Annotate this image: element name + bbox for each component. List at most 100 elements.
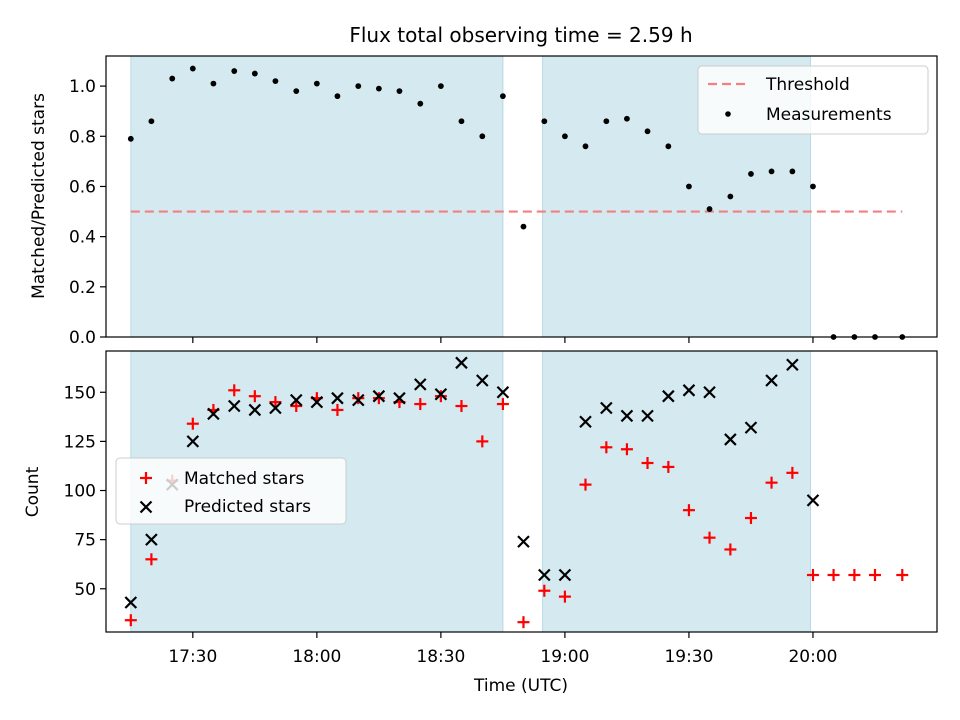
bottom-panel-frame	[105, 350, 938, 633]
measurement-point	[189, 65, 196, 72]
top-panel: 0.0 0.2 0.4 0.6 0.8 1.0 Matched/Predicted sta…	[29, 55, 938, 348]
x-tick-label: 18:00	[292, 647, 341, 667]
predicted-star-point	[558, 568, 572, 582]
predicted-star-point	[289, 393, 303, 407]
measurement-point	[458, 118, 465, 125]
predicted-star-point	[579, 415, 592, 429]
predicted-star-point	[496, 385, 510, 399]
measurement-point	[334, 93, 341, 100]
measurement-point	[499, 93, 506, 100]
predicted-star-point	[744, 421, 758, 434]
matched-star-point	[414, 398, 427, 411]
predicted-star-point	[517, 535, 530, 548]
measurement-point	[313, 80, 320, 87]
predicted-star-point	[331, 391, 344, 405]
top-observing-windows	[130, 55, 811, 338]
top-y-axis: 0.0 0.2 0.4 0.6 0.8 1.0	[69, 77, 106, 348]
x-axis-title: Time (UTC)	[473, 676, 568, 696]
predicted-star-point	[786, 358, 799, 372]
threshold-legend-label: Threshold	[765, 75, 850, 95]
y-tick-label: 75	[74, 531, 96, 551]
matched-star-point	[290, 400, 303, 413]
matched-star-point	[538, 584, 551, 597]
matched-star-point	[827, 569, 840, 582]
measurement-point	[520, 223, 527, 230]
matched-star-point	[372, 392, 385, 405]
predicted-stars-legend-swatch	[139, 500, 153, 514]
x-tick-label: 20:00	[788, 647, 837, 667]
bottom-y-axis: 50 75 100 125 150	[64, 383, 106, 600]
matched-star-point	[331, 403, 344, 416]
matched-stars-marker	[140, 472, 152, 484]
predicted-stars-legend-label: Predicted stars	[184, 497, 311, 517]
bottom-y-axis-title: Count	[23, 466, 43, 517]
measurement-point	[293, 88, 300, 95]
matched-star-point	[641, 457, 654, 470]
measurement-point	[562, 133, 568, 140]
predicted-star-point	[414, 378, 427, 391]
measurement-point	[768, 168, 775, 175]
x-tick-label: 19:00	[540, 647, 589, 667]
measurement-point	[665, 143, 672, 150]
measurement-point	[644, 128, 651, 135]
measurement-point	[355, 83, 362, 90]
matched-stars-legend-swatch	[140, 472, 152, 484]
predicted-star-point	[538, 568, 551, 582]
y-tick-label: 100	[64, 482, 96, 502]
bottom-panel: 50 75 100 125 150 17:30 18:00 18:30 19:00 19:30 2…	[23, 350, 938, 696]
predicted-star-point	[682, 384, 696, 397]
matched-star-point	[434, 390, 447, 403]
observing-window	[130, 55, 504, 338]
measurement-point	[706, 206, 713, 212]
matched-star-point	[896, 569, 909, 582]
measurement-point	[686, 183, 692, 190]
matched-star-point	[724, 543, 737, 556]
x-axis: 17:30 18:00 18:30 19:00 19:30 20:00	[168, 632, 837, 667]
measurement-points	[127, 65, 906, 340]
measurement-point	[272, 78, 279, 84]
predicted-star-point	[393, 391, 406, 405]
matched-star-point	[786, 466, 799, 479]
y-tick-label: 0.2	[69, 278, 96, 298]
measurement-point	[231, 68, 238, 74]
measurement-point	[603, 118, 610, 125]
predicted-star-point	[806, 494, 820, 507]
matched-star-point	[744, 512, 757, 525]
predicted-star-point	[124, 596, 138, 609]
matched-star-point	[662, 460, 675, 473]
measurements-legend-label: Measurements	[766, 105, 892, 125]
matched-star-point	[703, 531, 716, 544]
matched-star-point	[868, 569, 881, 582]
matched-star-point	[455, 400, 468, 413]
x-tick-label: 18:30	[416, 647, 465, 667]
y-tick-label: 125	[64, 432, 96, 452]
y-tick-label: 150	[64, 383, 96, 403]
top-x-axis-ticks	[192, 337, 814, 343]
top-panel-frame	[105, 55, 938, 338]
matched-star-point	[248, 390, 261, 403]
matched-star-point	[228, 384, 241, 397]
measurement-point	[789, 168, 796, 175]
measurement-point	[210, 80, 217, 87]
predicted-star-point	[227, 399, 241, 413]
y-tick-label: 0.4	[69, 228, 96, 248]
measurement-point	[582, 143, 589, 150]
x-tick-label: 19:30	[664, 647, 713, 667]
predicted-star-point	[269, 401, 282, 415]
predicted-star-point	[310, 395, 324, 409]
predicted-star-point	[620, 409, 634, 423]
matched-star-point	[186, 417, 199, 430]
predicted-star-point	[724, 433, 737, 446]
star-count-points	[124, 356, 909, 629]
matched-star-point	[496, 398, 509, 411]
predicted-star-point	[372, 389, 386, 403]
measurement-point	[375, 85, 382, 92]
matched-star-point	[476, 435, 489, 448]
measurement-point	[479, 133, 486, 140]
predicted-star-point	[600, 401, 613, 415]
matched-star-point	[765, 476, 778, 489]
matched-star-point	[124, 614, 137, 627]
matched-stars-legend-label: Matched stars	[184, 469, 304, 489]
measurement-point	[541, 118, 548, 125]
